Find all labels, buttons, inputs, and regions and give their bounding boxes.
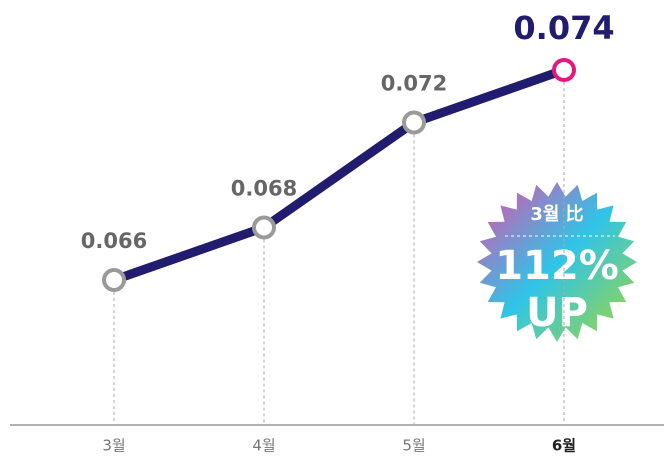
value-label: 0.068: [231, 177, 297, 201]
marker: [402, 110, 426, 135]
badge: 3월 比 112%UP: [477, 182, 637, 342]
marker: [102, 268, 126, 292]
marker: [552, 58, 576, 82]
value-label: 0.072: [381, 72, 447, 96]
value-label: 0.066: [81, 229, 147, 253]
line: [112, 65, 566, 285]
badge-text: 3월 比: [530, 204, 583, 225]
value-label: 0.074: [513, 9, 614, 47]
x-tick-label: 5월: [402, 437, 425, 455]
badge-text: UP: [526, 290, 588, 336]
x-tick-label: 4월: [252, 437, 275, 455]
x-tick-label: 6월: [552, 437, 576, 455]
marker: [252, 215, 276, 240]
badge-text: 112%: [495, 243, 619, 289]
x-tick-label: 3월: [102, 437, 125, 455]
starburst: [477, 182, 637, 342]
